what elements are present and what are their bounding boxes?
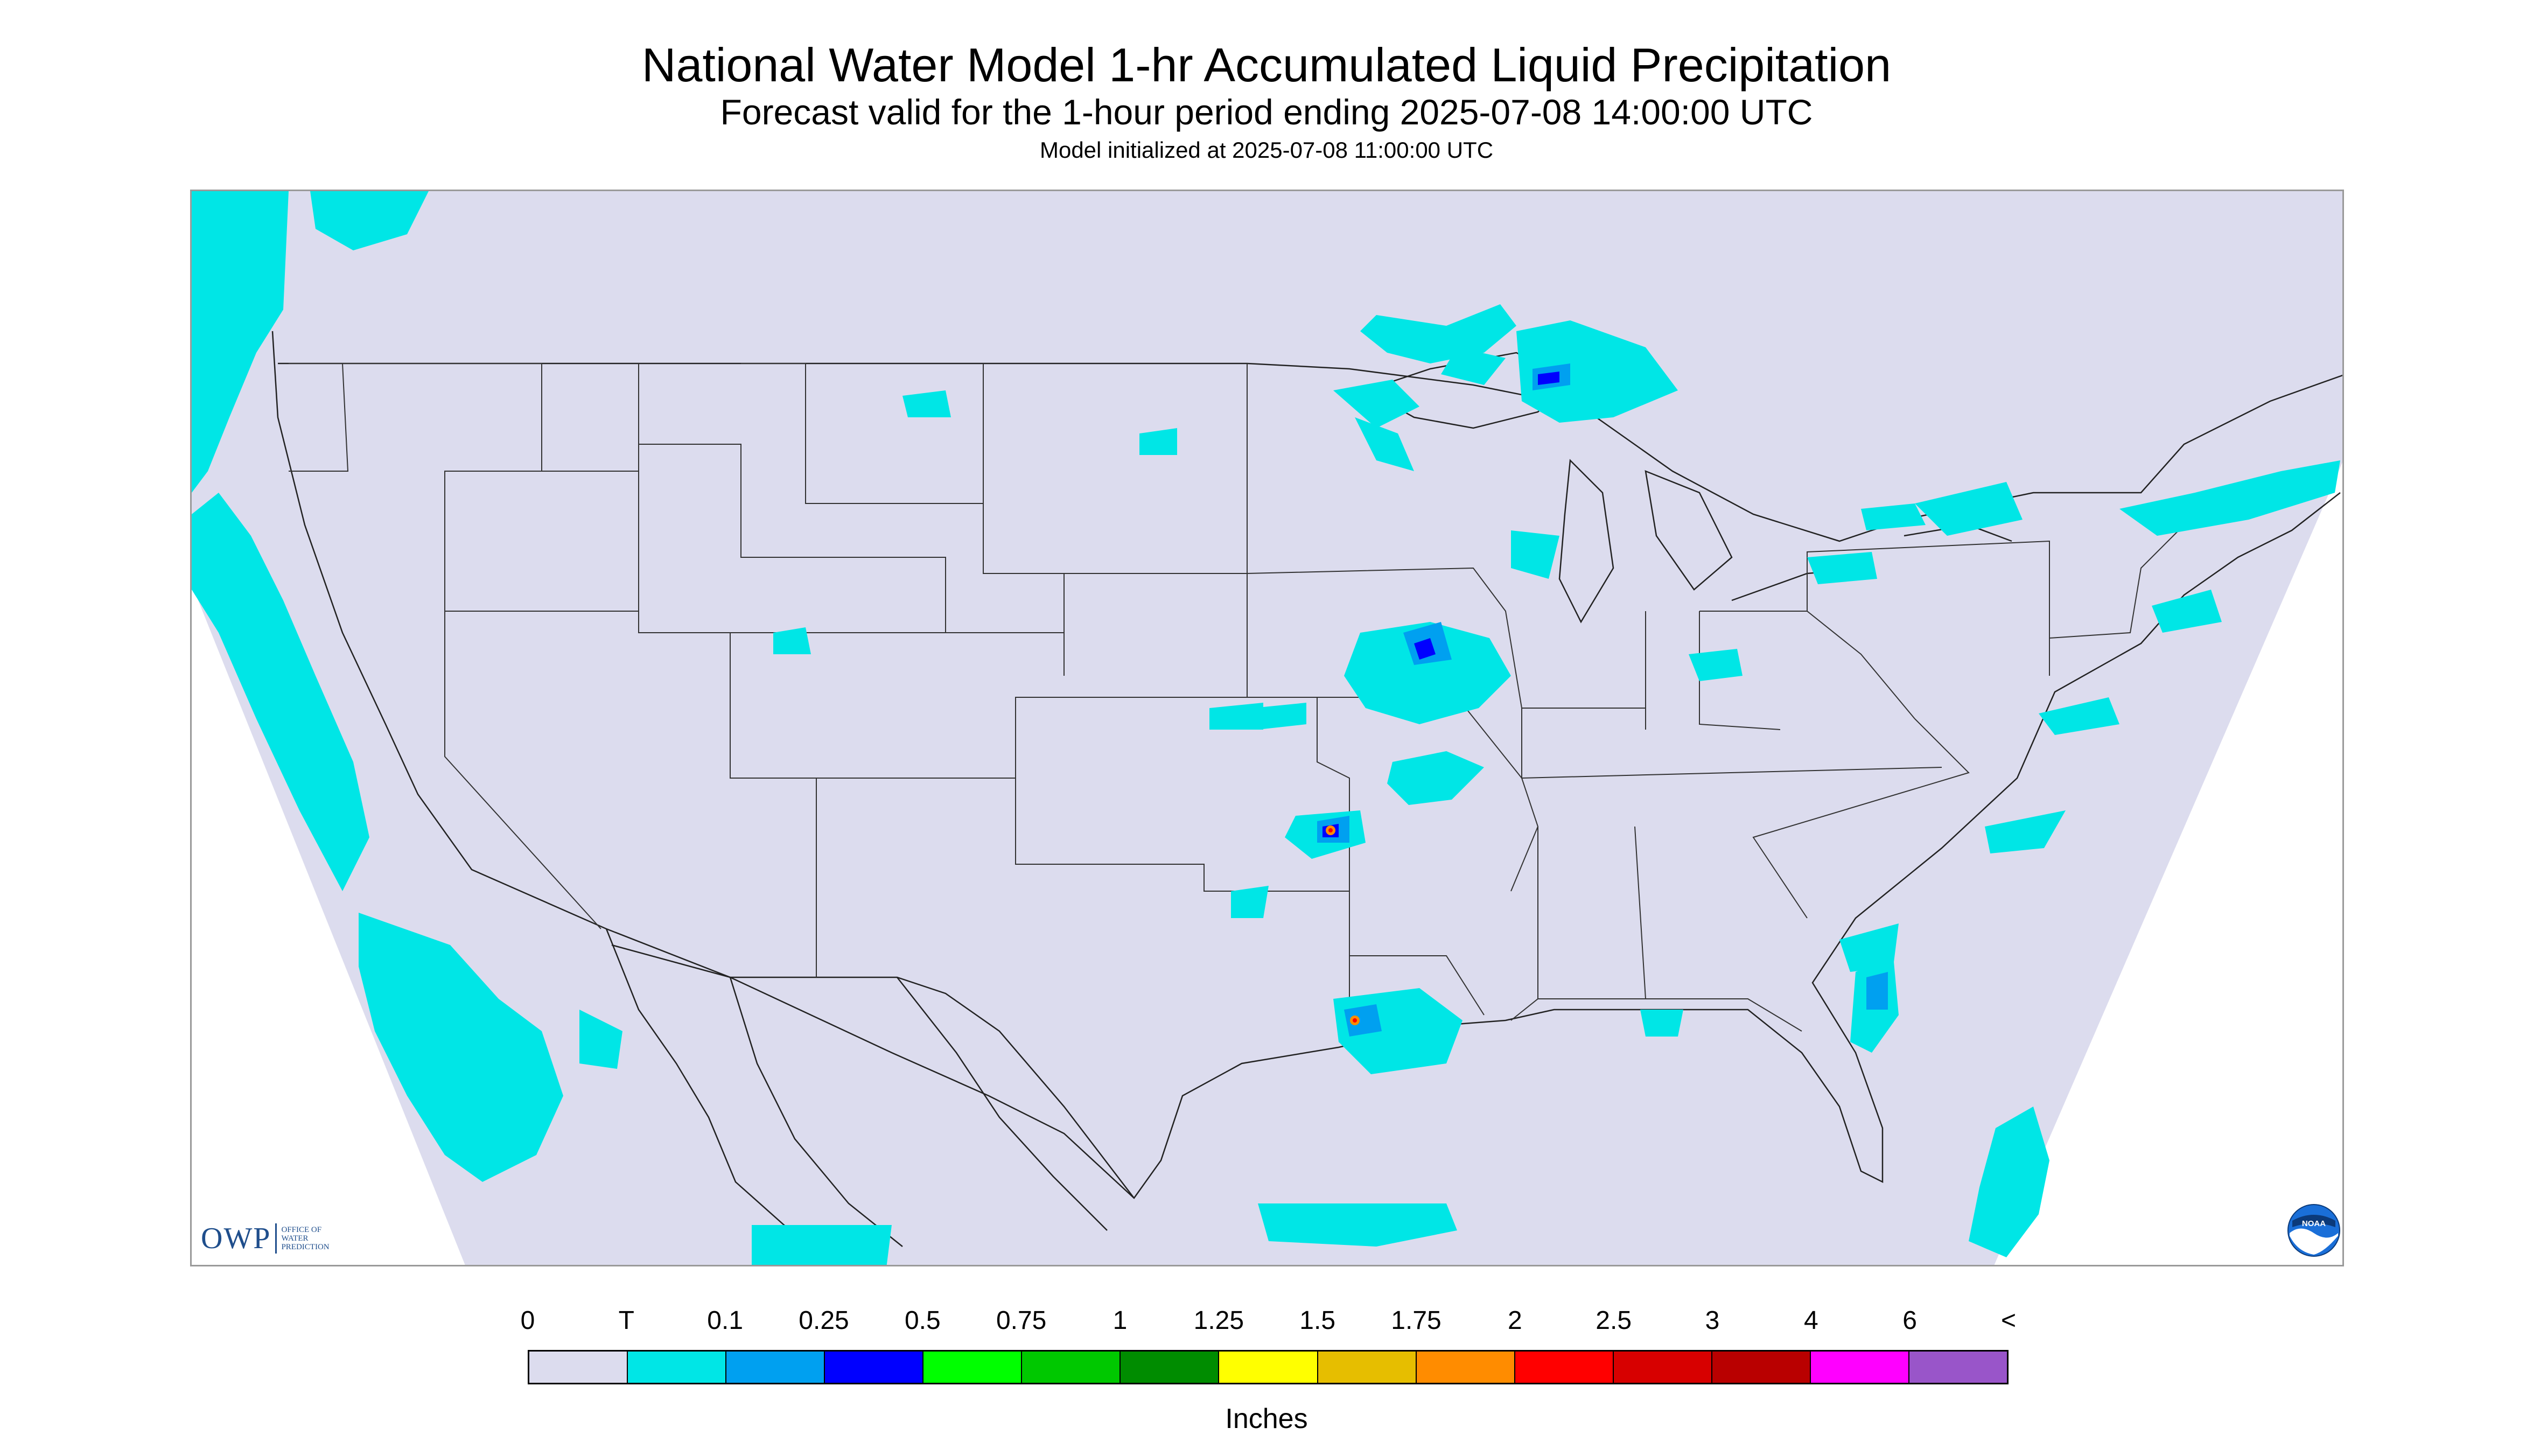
- colorbar-tick-label: T: [618, 1306, 634, 1335]
- us-outline: [271, 331, 2341, 1199]
- colorbar-swatch: [1318, 1352, 1417, 1383]
- canada-border: [278, 362, 2342, 542]
- owp-line1: Office of: [281, 1226, 322, 1234]
- colorbar-tick-label: 1.25: [1193, 1306, 1244, 1335]
- colorbar-swatch: [825, 1352, 924, 1383]
- owp-logo-letters: OWP: [201, 1222, 271, 1255]
- colorbar-tick-label: 4: [1803, 1306, 1818, 1335]
- owp-line2: Water: [281, 1234, 309, 1243]
- mexico-border: [611, 944, 1135, 1199]
- colorbar-swatch: [923, 1352, 1023, 1383]
- colorbar-swatch: [1613, 1352, 1712, 1383]
- owp-line3: Prediction: [281, 1243, 330, 1251]
- colorbar-tick-label: 1.75: [1391, 1306, 1442, 1335]
- colorbar-tick-label: 0.75: [996, 1306, 1047, 1335]
- colorbar-tick-label: 0: [520, 1306, 535, 1335]
- colorbar-swatch: [1219, 1352, 1318, 1383]
- owp-logo-office-text: Office of Water Prediction: [281, 1226, 329, 1251]
- colorbar-swatch: [1909, 1352, 2007, 1383]
- colorbar-swatch: [1416, 1352, 1515, 1383]
- map-subtitle: Forecast valid for the 1-hour period end…: [720, 92, 1813, 132]
- colorbar-tick-label: 1: [1112, 1306, 1128, 1335]
- colorbar-tick-labels: 0 T 0.1 0.25 0.5 0.75 1 1.25 1.5 1.75 2 2.5 3 4 6 <: [0, 1306, 2533, 1338]
- noaa-logo-text: NOAA: [2302, 1219, 2326, 1228]
- colorbar-tick-label: 0.5: [904, 1306, 941, 1335]
- precip-intense: [1326, 825, 1360, 1025]
- colorbar-swatch: [1712, 1352, 1811, 1383]
- mexico-interior: [729, 977, 1108, 1247]
- map-title: National Water Model 1-hr Accumulated Li…: [641, 38, 1892, 92]
- model-init-text: Model initialized at 2025-07-08 11:00:00…: [1039, 137, 1494, 163]
- colorbar-swatch: [628, 1352, 727, 1383]
- colorbar-tick-label: 0.1: [707, 1306, 744, 1335]
- colorbar-units-label: Inches: [1225, 1403, 1308, 1434]
- colorbar-tick-label: 0.25: [799, 1306, 849, 1335]
- lake-huron: [1645, 470, 1733, 591]
- colorbar-tick-label: 1.5: [1299, 1306, 1336, 1335]
- precipitation-map: [190, 190, 2344, 1266]
- colorbar-swatch: [1022, 1352, 1121, 1383]
- colorbar-tick-label: 2: [1507, 1306, 1522, 1335]
- colorbar-swatch: [529, 1352, 628, 1383]
- map-canvas: [192, 191, 2342, 1265]
- boundary-lines: [271, 331, 2342, 1265]
- colorbar: [528, 1350, 2009, 1384]
- lake-michigan: [1558, 459, 1614, 624]
- state-lines: [289, 363, 2185, 1032]
- noaa-logo: NOAA: [2287, 1204, 2340, 1257]
- owp-logo: OWP Office of Water Prediction: [201, 1222, 330, 1255]
- colorbar-tick-label: 2.5: [1596, 1306, 1632, 1335]
- colorbar-tick-label: <: [2000, 1306, 2017, 1335]
- colorbar-swatch: [1810, 1352, 1909, 1383]
- precip-trace: [192, 191, 2340, 1265]
- colorbar-tick-label: 3: [1705, 1306, 1720, 1335]
- colorbar-swatch: [1515, 1352, 1614, 1383]
- colorbar-swatch: [1121, 1352, 1220, 1383]
- colorbar-swatch: [726, 1352, 825, 1383]
- owp-logo-separator: [275, 1223, 277, 1254]
- colorbar-tick-label: 6: [1902, 1306, 1918, 1335]
